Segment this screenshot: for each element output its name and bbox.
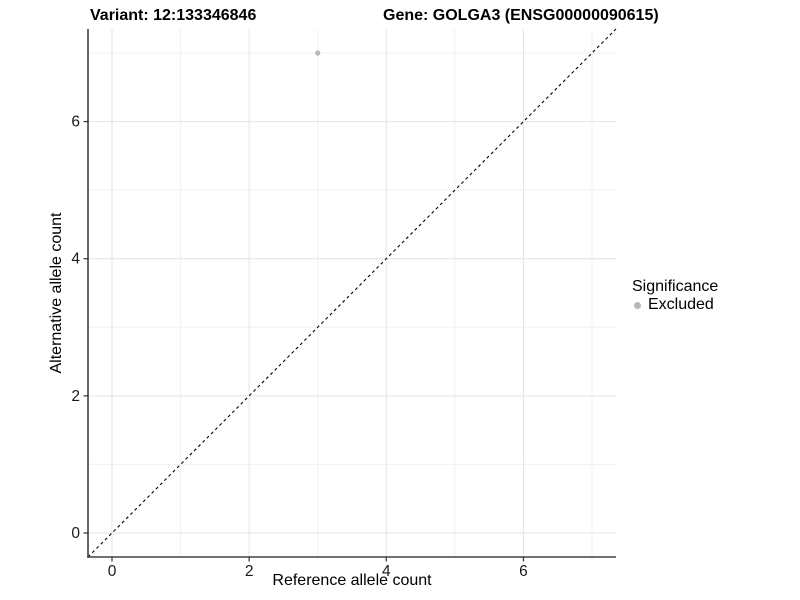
plot-title-variant: Variant: 12:133346846 xyxy=(90,7,257,24)
legend-item-excluded: Excluded xyxy=(632,296,718,314)
plot-title-gene: Gene: GOLGA3 (ENSG00000090615) xyxy=(383,7,659,24)
y-tick-label: 0 xyxy=(71,525,80,542)
excluded-marker-icon xyxy=(634,301,641,309)
legend-title: Significance xyxy=(632,278,719,295)
data-point xyxy=(315,50,321,56)
y-tick-label: 4 xyxy=(71,251,80,268)
y-axis-title: Alternative allele count xyxy=(48,212,65,374)
x-tick-label: 2 xyxy=(245,563,254,580)
y-tick-label: 6 xyxy=(71,114,80,131)
legend-item-label: Excluded xyxy=(648,296,714,313)
x-axis-title: Reference allele count xyxy=(272,572,432,589)
y-tick-label: 2 xyxy=(71,388,80,405)
identity-reference-line xyxy=(87,28,617,558)
x-tick-label: 6 xyxy=(519,563,528,580)
x-tick-label: 4 xyxy=(382,563,391,580)
legend: Significance Excluded xyxy=(632,278,718,314)
x-tick-label: 0 xyxy=(108,563,117,580)
